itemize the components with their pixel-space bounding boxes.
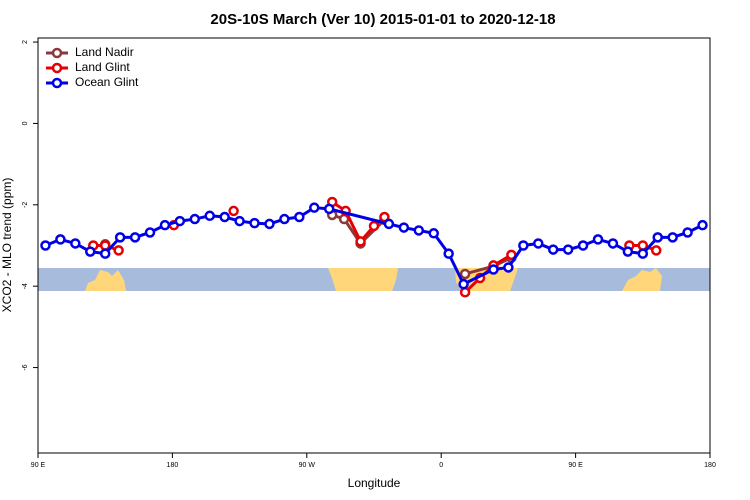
- data-point: [114, 232, 126, 243]
- y-tick-label: -4: [22, 283, 29, 289]
- data-point: [159, 219, 171, 231]
- data-point: [518, 240, 529, 251]
- data-point: [547, 244, 559, 255]
- data-point: [189, 213, 201, 225]
- data-point: [113, 245, 124, 256]
- data-point: [355, 236, 366, 247]
- legend-item: Land Nadir: [46, 45, 134, 59]
- chart-title: 20S-10S March (Ver 10) 2015-01-01 to 202…: [210, 11, 555, 28]
- plot-frame: [37, 37, 711, 454]
- legend-marker: [51, 77, 63, 89]
- data-point: [652, 232, 663, 243]
- land-patch: [328, 268, 398, 291]
- data-point: [55, 234, 66, 245]
- data-point: [234, 215, 245, 227]
- y-tick-label: 0: [22, 121, 29, 125]
- legend-label: Land Glint: [75, 60, 130, 74]
- legend-marker: [51, 62, 63, 74]
- data-point: [219, 211, 230, 223]
- data-point: [503, 262, 514, 273]
- x-tick-label: 180: [167, 462, 179, 469]
- legend-item: Land Glint: [46, 60, 130, 74]
- y-tick-label: -2: [22, 202, 29, 208]
- x-axis-label: Longitude: [348, 476, 401, 490]
- legend-item: Ocean Glint: [46, 75, 139, 89]
- data-point: [458, 278, 469, 290]
- data-point: [129, 232, 141, 243]
- data-point: [459, 287, 471, 298]
- data-point: [383, 218, 395, 230]
- data-point: [562, 244, 574, 255]
- data-point: [70, 238, 81, 249]
- legend-label: Ocean Glint: [75, 75, 139, 89]
- land-patch: [85, 270, 126, 291]
- data-point: [682, 227, 693, 238]
- data-point: [279, 213, 290, 225]
- data-point: [697, 219, 708, 231]
- data-point: [294, 211, 305, 223]
- data-point: [99, 240, 111, 251]
- data-point: [144, 227, 156, 238]
- data-point: [249, 217, 260, 229]
- data-point: [323, 203, 335, 215]
- data-point: [85, 246, 96, 257]
- data-point: [577, 240, 589, 251]
- land-patch: [622, 268, 662, 291]
- x-tick-label: 180: [704, 462, 716, 469]
- data-point: [264, 218, 275, 230]
- y-tick-label: 2: [22, 40, 29, 44]
- land-mask: [38, 268, 710, 291]
- data-point: [413, 225, 425, 236]
- x-tick-label: 90 W: [299, 462, 316, 469]
- data-point: [443, 248, 454, 259]
- data-point: [637, 240, 649, 251]
- x-tick-label: 90 E: [31, 462, 46, 469]
- data-point: [637, 248, 649, 259]
- y-tick-label: -6: [22, 364, 29, 370]
- data-point: [228, 205, 239, 217]
- data-point: [459, 268, 471, 280]
- y-axis-label: XCO2 - MLO trend (ppm): [0, 178, 14, 313]
- data-point: [40, 240, 51, 251]
- data-point: [607, 238, 619, 249]
- data-point: [368, 220, 380, 232]
- x-tick-label: 90 E: [568, 462, 583, 469]
- data-point: [309, 202, 320, 213]
- data-point: [379, 211, 390, 223]
- data-point: [488, 264, 499, 275]
- legend-marker: [51, 47, 63, 59]
- x-tick-label: 0: [439, 462, 443, 469]
- data-point: [398, 222, 410, 233]
- legend-label: Land Nadir: [75, 45, 134, 59]
- data-point: [428, 228, 439, 239]
- data-point: [592, 234, 604, 245]
- data-point: [204, 210, 215, 222]
- data-point: [99, 248, 111, 259]
- data-point: [533, 238, 544, 249]
- data-point: [650, 245, 662, 256]
- data-point: [667, 232, 678, 243]
- data-point: [174, 215, 186, 227]
- data-point: [622, 246, 634, 257]
